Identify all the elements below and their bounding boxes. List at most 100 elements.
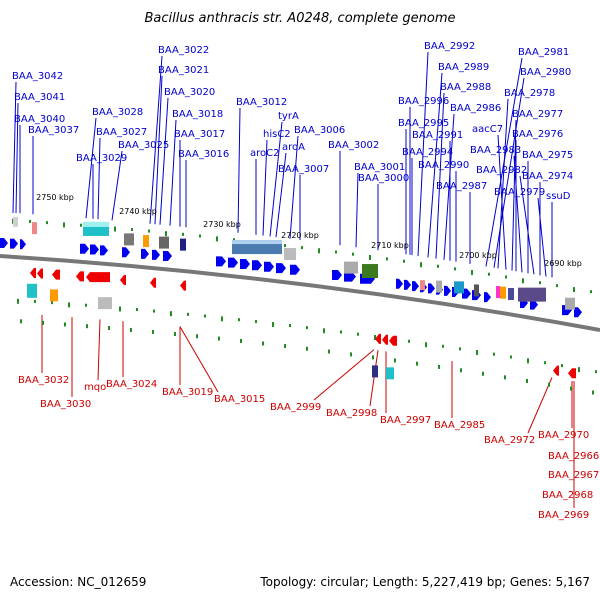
leader-line — [97, 137, 101, 220]
gene-label-bottom: BAA_2966 — [548, 451, 599, 462]
gene-label-top: BAA_2975 — [522, 150, 573, 161]
tick-mark — [476, 350, 478, 356]
forward-gene — [0, 238, 8, 248]
gene-label-top: BAA_3040 — [14, 114, 65, 125]
tick-mark — [174, 332, 176, 337]
gene-label-top: BAA_2981 — [518, 47, 569, 58]
forward-gene — [252, 260, 262, 271]
tick-mark — [119, 306, 121, 312]
tick-mark — [284, 344, 286, 349]
gene-label-top: BAA_2978 — [504, 88, 555, 99]
forward-gene — [574, 307, 582, 318]
forward-gene — [100, 245, 108, 256]
tick-mark — [131, 228, 133, 232]
reverse-gene — [37, 268, 43, 279]
feature-block — [180, 238, 186, 251]
tick-mark — [570, 386, 572, 391]
tick-mark — [196, 334, 198, 339]
forward-gene — [228, 257, 238, 268]
tick-mark — [488, 272, 490, 276]
feature-block — [565, 297, 575, 310]
tick-mark — [352, 252, 354, 256]
gene-label-top: BAA_2992 — [424, 41, 475, 52]
gene-label-bottom: BAA_3024 — [106, 379, 157, 390]
forward-gene — [276, 263, 286, 274]
tick-mark — [578, 367, 580, 373]
feature-block — [508, 287, 514, 300]
gene-label-top: BAA_2988 — [440, 82, 491, 93]
tick-mark — [561, 364, 563, 368]
tick-mark — [218, 336, 220, 341]
leader-line — [85, 117, 97, 219]
tick-mark — [374, 334, 376, 340]
tick-mark — [544, 361, 546, 365]
tick-mark — [386, 257, 388, 261]
gene-label-top: BAA_2994 — [402, 147, 453, 158]
tick-mark — [372, 355, 374, 360]
tick-mark — [165, 231, 167, 237]
gene-label-top: BAA_2977 — [512, 109, 563, 120]
tick-mark — [369, 254, 371, 260]
gene-label-bottom: BAA_2970 — [538, 430, 589, 441]
tick-mark — [357, 332, 359, 336]
gene-label-top: BAA_3006 — [294, 125, 345, 136]
forward-gene — [163, 250, 172, 261]
gene-label-top: BAA_2995 — [398, 118, 449, 129]
tick-mark — [63, 222, 65, 228]
gene-label-top: BAA_2982 — [476, 165, 527, 176]
forward-gene — [20, 239, 26, 250]
leader-line — [15, 102, 19, 214]
leader-line — [179, 326, 219, 393]
feature-block — [496, 286, 500, 299]
tick-mark — [350, 352, 352, 357]
feature-block — [232, 240, 282, 245]
gene-label-bottom: BAA_2972 — [484, 435, 535, 446]
tick-mark — [340, 330, 342, 334]
reverse-gene — [120, 275, 126, 286]
tick-mark — [420, 262, 422, 268]
gene-label-top: BAA_2983 — [470, 145, 521, 156]
reverse-gene — [76, 271, 84, 282]
reverse-gene — [52, 269, 60, 280]
tick-mark — [80, 223, 82, 227]
tick-mark — [204, 314, 206, 318]
gene-label-bottom: BAA_2999 — [270, 402, 321, 413]
reverse-gene — [30, 267, 36, 278]
gene-label-top: BAA_3020 — [164, 87, 215, 98]
forward-gene — [152, 249, 160, 260]
tick-mark — [548, 382, 550, 387]
label-lines — [12, 51, 575, 508]
kbp-label: 2710 kbp — [371, 241, 409, 250]
leader-line — [237, 107, 241, 233]
feature-block — [143, 235, 149, 248]
tick-mark — [42, 320, 44, 325]
gene-label-top: BAA_3007 — [278, 164, 329, 175]
tick-mark — [108, 326, 110, 331]
feature-block — [436, 280, 442, 293]
tick-mark — [527, 358, 529, 364]
feature-block — [50, 289, 58, 302]
feature-block — [159, 236, 169, 249]
tick-mark — [403, 259, 405, 263]
tick-mark — [437, 264, 439, 268]
tick-mark — [284, 244, 286, 248]
forward-gene — [10, 238, 18, 249]
gene-label-top: BAA_3022 — [158, 45, 209, 56]
tick-mark — [438, 364, 440, 369]
forward-gene — [344, 271, 356, 282]
reverse-gene — [150, 277, 156, 288]
kbp-label: 2690 kbp — [544, 259, 582, 268]
tick-mark — [34, 299, 36, 303]
tick-mark — [335, 250, 337, 254]
tick-mark — [240, 338, 242, 343]
feature-block — [98, 297, 112, 310]
gene-label-top: BAA_3001 — [354, 162, 405, 173]
tick-mark — [255, 320, 257, 324]
tick-mark — [556, 284, 558, 288]
tick-mark — [482, 371, 484, 376]
reverse-gene — [86, 272, 110, 283]
gene-label-bottom: BAA_2997 — [380, 415, 431, 426]
feature-block — [500, 286, 506, 299]
